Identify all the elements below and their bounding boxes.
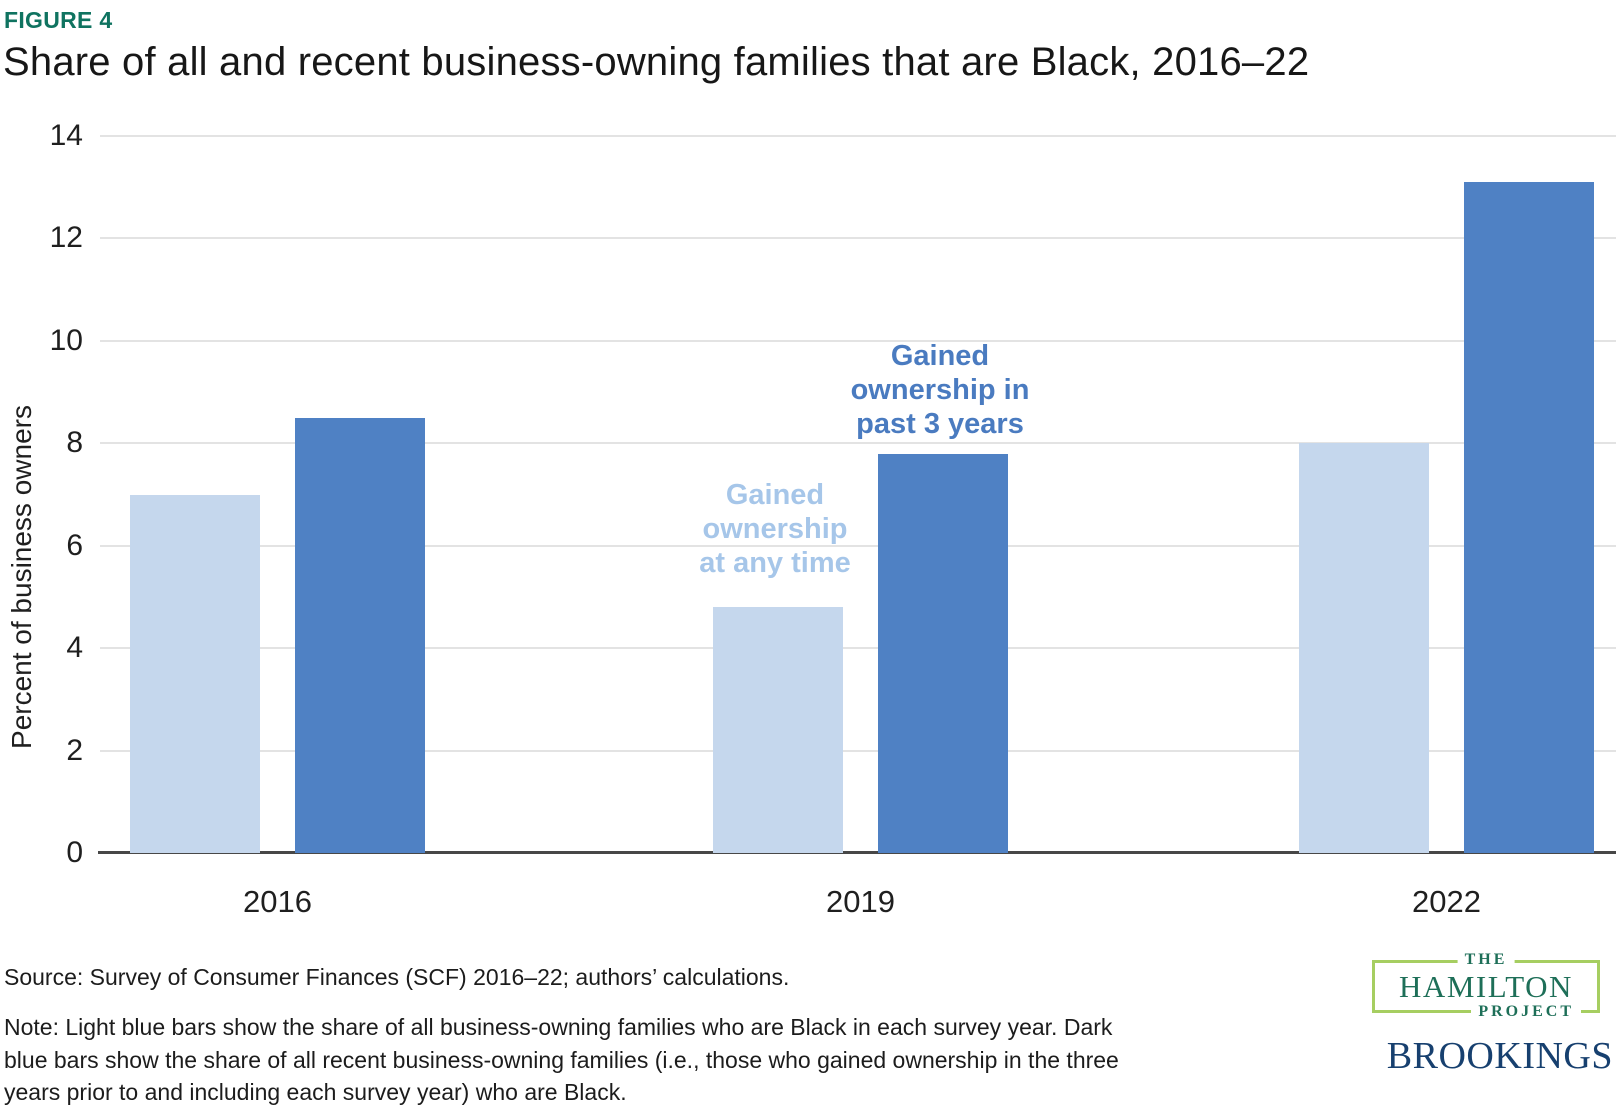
source-text: Source: Survey of Consumer Finances (SCF…: [4, 964, 790, 990]
y-tick-label-6: 6: [66, 528, 83, 562]
bar-2022-any-time: [1299, 443, 1429, 853]
y-tick-label-12: 12: [49, 221, 83, 255]
hamilton-project-logo: THE HAMILTON PROJECT: [1372, 951, 1600, 1021]
y-tick-label-14: 14: [49, 119, 83, 152]
hamilton-logo-the: THE: [1457, 951, 1515, 969]
bar-2019-past-3-years: [878, 453, 1008, 853]
series-label-any-time: Gained ownership at any time: [699, 479, 851, 579]
gridline-8: [100, 442, 1616, 445]
note-line-1: Note: Light blue bars show the share of …: [4, 1014, 1113, 1040]
note-text: Note: Light blue bars show the share of …: [4, 1011, 1119, 1107]
brookings-logo: BROOKINGS: [1386, 1035, 1613, 1077]
x-axis-label-2016: 2016: [243, 884, 312, 919]
gridline-14: [100, 135, 1616, 137]
gridline-2: [100, 749, 1616, 752]
figure-label: FIGURE 4: [4, 7, 113, 33]
y-tick-label-8: 8: [66, 426, 83, 460]
bar-2016-any-time: [130, 494, 260, 853]
y-tick-label-4: 4: [66, 631, 83, 665]
x-axis-labels: 2016 2019 2022: [100, 884, 1616, 924]
y-axis-title: Percent of business owners: [6, 405, 37, 749]
hamilton-logo-name: HAMILTON: [1399, 969, 1573, 1004]
series-label-past-3-years: Gained ownership in past 3 years: [850, 340, 1030, 440]
bar-2019-any-time: [713, 607, 843, 853]
gridline-12: [100, 237, 1616, 240]
x-axis-label-2022: 2022: [1412, 884, 1481, 919]
chart-title: Share of all and recent business-owning …: [3, 40, 1310, 84]
gridline-6: [100, 544, 1616, 547]
y-tick-label-0: 0: [66, 836, 83, 869]
x-axis-line: [98, 851, 1616, 854]
note-line-2: blue bars show the share of all recent b…: [4, 1046, 1119, 1073]
bar-2022-past-3-years: [1464, 182, 1594, 853]
gridline-4: [100, 647, 1616, 650]
note-line-3: years prior to and including each survey…: [4, 1079, 627, 1105]
x-axis-label-2019: 2019: [826, 884, 895, 919]
y-tick-label-10: 10: [49, 323, 83, 357]
hamilton-logo-project: PROJECT: [1471, 1003, 1581, 1021]
y-tick-label-2: 2: [66, 733, 83, 767]
plot-area: 0 2 4 6 8 10 12 14 Gained ownership at any time Gai…: [50, 119, 1616, 869]
bar-2016-past-3-years: [295, 417, 425, 853]
gridline-10: [100, 339, 1616, 342]
